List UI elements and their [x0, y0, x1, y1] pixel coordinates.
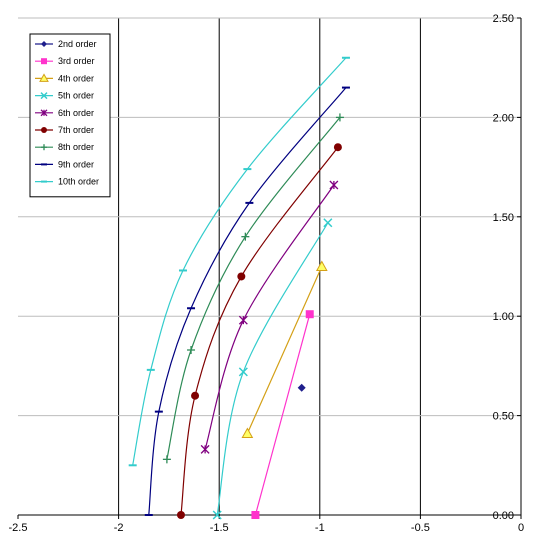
data-point-7-order-2 [237, 272, 246, 281]
legend-label: 3rd order [58, 56, 95, 66]
legend-entry-10-order: 10th order [35, 177, 99, 187]
legend-marker [41, 58, 47, 65]
x-tick-label-4: -0.5 [411, 522, 430, 534]
series-9-order [144, 86, 350, 516]
y-tick-label-0: 0.00 [493, 510, 514, 522]
series-8-order [162, 113, 344, 464]
y-tick-label-4: 2.00 [493, 112, 514, 124]
legend-label: 2nd order [58, 39, 97, 49]
series-6-order [200, 180, 339, 454]
data-point-7-order-0 [176, 511, 185, 519]
series-line-8-order [166, 117, 341, 460]
y-tick-label-5: 2.50 [493, 13, 514, 25]
data-point-8-order-2 [241, 232, 250, 241]
series-3-order [251, 310, 314, 519]
legend-marker [40, 92, 48, 100]
y-tick-label-3: 1.50 [493, 212, 514, 224]
series-line-7-order [180, 146, 339, 516]
data-point-3-order-0 [251, 511, 260, 519]
legend-entry-5-order: 5th order [35, 91, 94, 101]
legend-marker [41, 144, 47, 151]
data-point-5-order-1 [238, 367, 248, 377]
x-tick-label-3: -1 [315, 522, 325, 534]
legend-entry-3-order: 3rd order [35, 56, 95, 66]
tick-labels: -2.5 -2 -1.5 -1 -0.5 0 0.00 0.50 1.00 1.50 2.00 2.5… [9, 13, 525, 534]
series-7-order [176, 143, 342, 519]
x-tick-label-2: -1.5 [210, 522, 229, 534]
legend-label: 8th order [58, 142, 94, 152]
legend-marker [41, 127, 47, 133]
data-point-5-order-0 [212, 510, 222, 520]
data-point-4-order-0 [241, 427, 254, 438]
legend-marker [41, 41, 47, 47]
data-point-7-order-1 [191, 391, 200, 400]
legend-entry-6-order: 6th order [35, 108, 94, 118]
legend-marker [40, 109, 48, 117]
legend-entry-2-order: 2nd order [35, 39, 97, 49]
y-tick-label-2: 1.00 [493, 311, 514, 323]
x-tick-label-0: -2.5 [9, 522, 28, 534]
legend-entry-8-order: 8th order [35, 142, 94, 152]
data-point-2-order-0 [297, 383, 306, 392]
legend-label: 7th order [58, 125, 94, 135]
data-point-6-order-0 [200, 444, 210, 454]
legend: 2nd order 3rd order 4th order 5th order 6th … [29, 33, 111, 198]
data-series [128, 56, 350, 520]
x-tick-label-1: -2 [114, 522, 124, 534]
data-point-4-order-1 [315, 260, 328, 271]
series-4-order [241, 260, 328, 438]
data-point-8-order-0 [162, 455, 171, 464]
series-5-order [212, 218, 333, 520]
series-10-order [128, 56, 350, 467]
legend-entry-7-order: 7th order [35, 125, 94, 135]
series-line-10-order [132, 57, 347, 466]
data-point-8-order-3 [335, 113, 344, 122]
data-point-8-order-1 [187, 345, 196, 354]
legend-label: 5th order [58, 91, 94, 101]
series-line-3-order [254, 314, 311, 516]
legend-label: 4th order [58, 73, 94, 83]
legend-marker [39, 73, 49, 82]
axes [17, 17, 522, 519]
legend-label: 9th order [58, 159, 94, 169]
legend-label: 6th order [58, 108, 94, 118]
legend-entry-9-order: 9th order [35, 159, 94, 169]
data-point-5-order-2 [323, 218, 333, 228]
y-tick-label-1: 0.50 [493, 411, 514, 423]
data-point-6-order-1 [238, 315, 248, 325]
series-2-order [297, 383, 306, 392]
legend-label: 10th order [58, 177, 99, 187]
x-tick-label-5: 0 [518, 522, 524, 534]
data-point-6-order-2 [329, 180, 339, 190]
data-point-3-order-1 [305, 310, 314, 319]
legend-entry-4-order: 4th order [35, 73, 94, 83]
data-point-7-order-3 [333, 143, 342, 152]
series-line-4-order [246, 266, 323, 434]
